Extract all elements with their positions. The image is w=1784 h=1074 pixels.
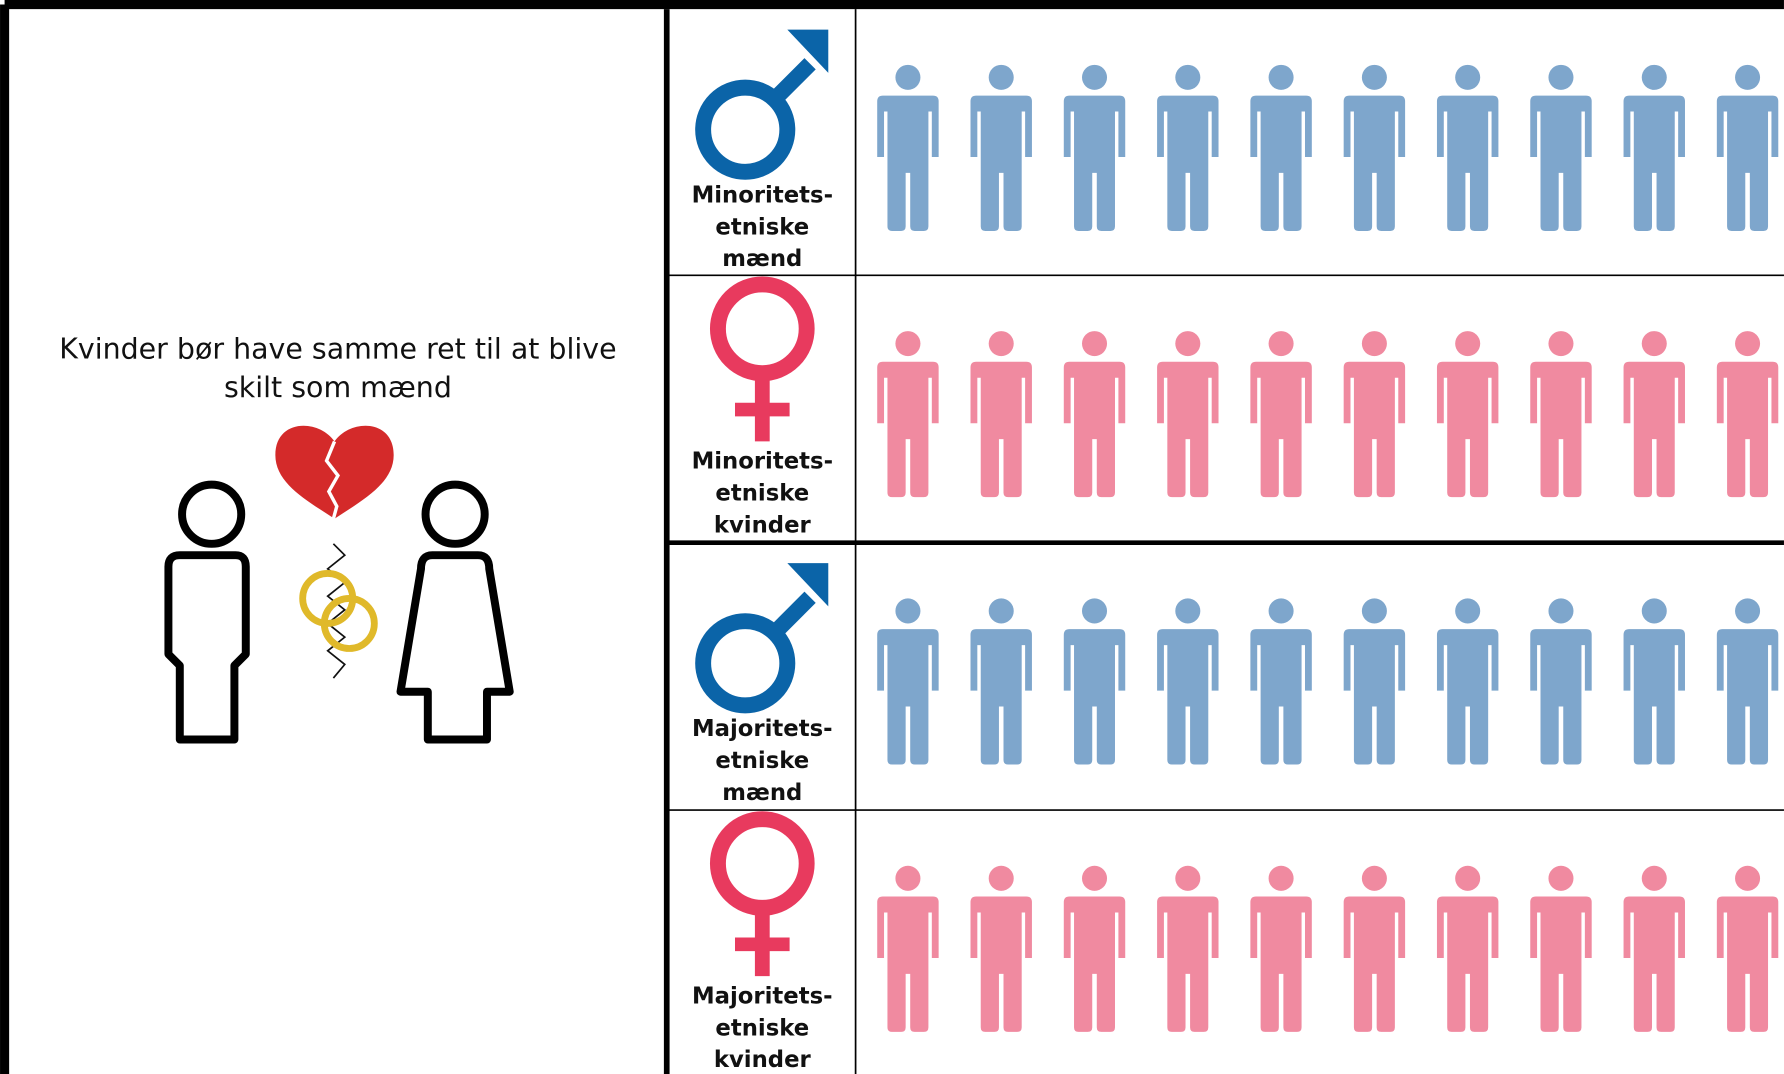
page: {"statement_lines": ["Kvinder bør have s… [0,0,1784,1074]
person-head [989,598,1014,623]
person-head [1082,598,1107,623]
person-head [1082,331,1107,356]
person-head [989,65,1014,90]
statement-line: Kvinder bør have samme ret til at blive [59,332,616,365]
person-head [1455,331,1480,356]
row-label: kvinder [714,1047,812,1073]
person-head [1735,65,1760,90]
person-head [895,331,920,356]
row-label: Minoritets- [692,449,833,475]
person-head [1548,866,1573,891]
person-head [1455,866,1480,891]
person-head [1642,598,1667,623]
person-head [1455,598,1480,623]
person-head [1642,866,1667,891]
person-head [1362,331,1387,356]
person-head [1642,65,1667,90]
person-head [1269,598,1294,623]
person-head [1455,65,1480,90]
row-label: etniske [715,481,809,507]
statement-line: skilt som mænd [224,371,452,404]
infographic: Kvinder bør have samme ret til at blive … [0,0,1784,1074]
person-head [1362,866,1387,891]
person-head [1642,331,1667,356]
person-head [989,866,1014,891]
row-label: mænd [722,780,802,806]
person-head [1175,866,1200,891]
row-label: etniske [715,1015,809,1041]
person-head [1548,598,1573,623]
person-head [1362,598,1387,623]
person-head [1175,65,1200,90]
person-head [1082,65,1107,90]
row-label: etniske [715,214,809,240]
row-label: kvinder [714,512,812,538]
person-head [1362,65,1387,90]
row-label: Minoritets- [692,183,833,209]
person-head [895,65,920,90]
person-head [895,598,920,623]
row-label: etniske [715,748,809,774]
person-head [1735,331,1760,356]
person-head [1175,598,1200,623]
row-label: Majoritets- [692,983,833,1009]
person-head [1269,331,1294,356]
person-head [1548,331,1573,356]
row-label: Majoritets- [692,716,833,742]
person-head [1735,866,1760,891]
person-head [1269,866,1294,891]
person-head [1548,65,1573,90]
person-head [989,331,1014,356]
row-label: mænd [722,246,802,272]
person-head [895,866,920,891]
person-head [1269,65,1294,90]
person-head [1175,331,1200,356]
person-head [1735,598,1760,623]
person-head [1082,866,1107,891]
